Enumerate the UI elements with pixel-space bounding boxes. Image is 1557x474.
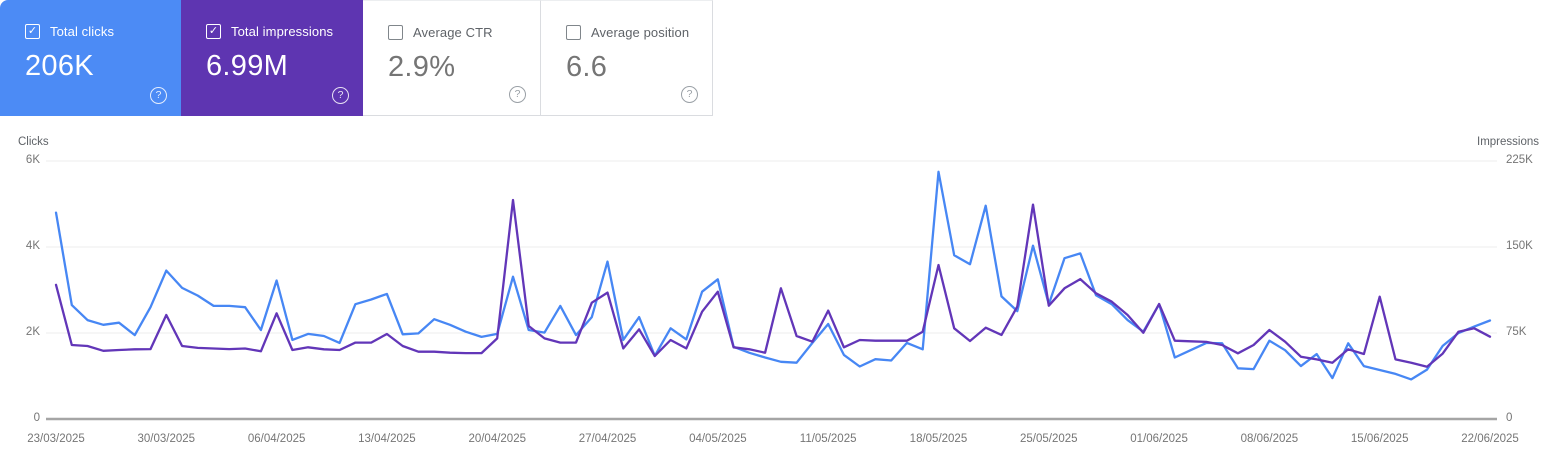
- metric-value: 2.9%: [388, 51, 456, 83]
- metric-card-header: ✓ Total impressions: [206, 24, 363, 39]
- chart-plot-area[interactable]: [46, 155, 1497, 419]
- help-icon[interactable]: ?: [150, 87, 167, 104]
- metric-label: Average CTR: [413, 25, 493, 40]
- metric-card-header: Average CTR: [388, 25, 540, 40]
- checkbox-average-ctr[interactable]: [388, 25, 403, 40]
- right-axis-title: Impressions: [1477, 136, 1539, 148]
- x-axis-tick: 06/04/2025: [247, 433, 306, 445]
- x-axis-tick: 30/03/2025: [137, 433, 196, 445]
- y-axis-tick-left: 0: [33, 412, 40, 424]
- clicks-line[interactable]: [54, 170, 1492, 381]
- metric-label: Total clicks: [50, 24, 115, 39]
- x-axis-tick: 20/04/2025: [468, 433, 526, 445]
- x-axis-tick: 15/06/2025: [1350, 433, 1409, 445]
- x-axis-tick: 23/03/2025: [27, 433, 85, 445]
- y-axis-tick-right: 225K: [1506, 154, 1533, 166]
- x-axis-tick: 22/06/2025: [1461, 433, 1519, 445]
- metric-label: Total impressions: [231, 24, 334, 39]
- checkbox-total-clicks[interactable]: ✓: [25, 24, 40, 39]
- impressions-line[interactable]: [54, 198, 1492, 368]
- metric-cards: ✓ Total clicks 206K ? ✓ Total impression…: [0, 0, 713, 116]
- metric-card-header: ✓ Total clicks: [25, 24, 181, 39]
- metric-card-total-impressions[interactable]: ✓ Total impressions 6.99M ?: [181, 0, 363, 116]
- y-axis-tick-right: 0: [1506, 412, 1513, 424]
- y-axis-tick-right: 75K: [1506, 326, 1527, 338]
- metric-value: 206K: [25, 50, 94, 82]
- metric-card-average-position[interactable]: Average position 6.6 ?: [541, 0, 713, 116]
- x-axis-tick: 08/06/2025: [1240, 433, 1299, 445]
- left-axis-title: Clicks: [18, 136, 49, 148]
- x-axis-tick: 01/06/2025: [1130, 433, 1188, 445]
- metric-card-average-ctr[interactable]: Average CTR 2.9% ?: [363, 0, 541, 116]
- x-axis-tick: 25/05/2025: [1019, 433, 1078, 445]
- checkbox-total-impressions[interactable]: ✓: [206, 24, 221, 39]
- y-axis-tick-left: 2K: [25, 326, 40, 338]
- x-axis-tick: 13/04/2025: [358, 433, 416, 445]
- metric-value: 6.99M: [206, 50, 289, 82]
- metric-card-total-clicks[interactable]: ✓ Total clicks 206K ?: [0, 0, 181, 116]
- help-icon[interactable]: ?: [332, 87, 349, 104]
- y-axis-tick-left: 6K: [25, 154, 40, 166]
- y-axis-tick-right: 150K: [1506, 240, 1533, 252]
- x-axis-tick: 04/05/2025: [689, 433, 747, 445]
- metric-label: Average position: [591, 25, 690, 40]
- metric-value: 6.6: [566, 51, 608, 83]
- metric-card-header: Average position: [566, 25, 712, 40]
- help-icon[interactable]: ?: [509, 86, 526, 103]
- y-axis-tick-left: 4K: [25, 240, 40, 252]
- x-axis-tick: 11/05/2025: [799, 433, 857, 445]
- help-icon[interactable]: ?: [681, 86, 698, 103]
- checkbox-average-position[interactable]: [566, 25, 581, 40]
- x-axis-tick: 27/04/2025: [578, 433, 637, 445]
- x-axis-tick: 18/05/2025: [909, 433, 968, 445]
